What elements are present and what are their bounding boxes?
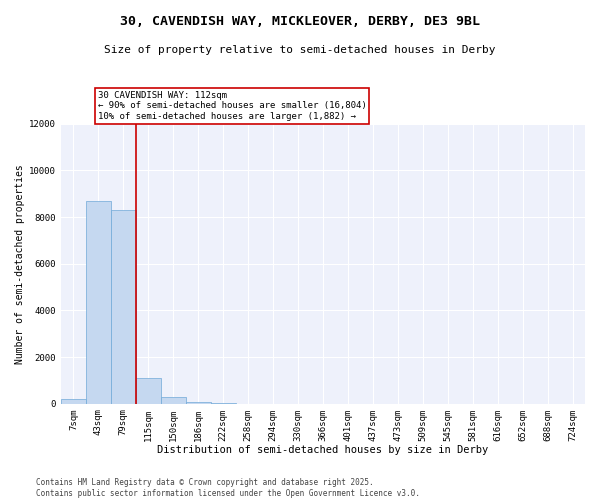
Text: Contains HM Land Registry data © Crown copyright and database right 2025.
Contai: Contains HM Land Registry data © Crown c… xyxy=(36,478,420,498)
Bar xyxy=(185,402,211,404)
X-axis label: Distribution of semi-detached houses by size in Derby: Distribution of semi-detached houses by … xyxy=(157,445,488,455)
Bar xyxy=(136,378,161,404)
Y-axis label: Number of semi-detached properties: Number of semi-detached properties xyxy=(15,164,25,364)
Text: 30, CAVENDISH WAY, MICKLEOVER, DERBY, DE3 9BL: 30, CAVENDISH WAY, MICKLEOVER, DERBY, DE… xyxy=(120,15,480,28)
Text: Size of property relative to semi-detached houses in Derby: Size of property relative to semi-detach… xyxy=(104,45,496,55)
Text: 30 CAVENDISH WAY: 112sqm
← 90% of semi-detached houses are smaller (16,804)
10% : 30 CAVENDISH WAY: 112sqm ← 90% of semi-d… xyxy=(98,91,367,121)
Bar xyxy=(111,210,136,404)
Bar xyxy=(61,399,86,404)
Bar xyxy=(161,396,185,404)
Bar xyxy=(86,200,111,404)
